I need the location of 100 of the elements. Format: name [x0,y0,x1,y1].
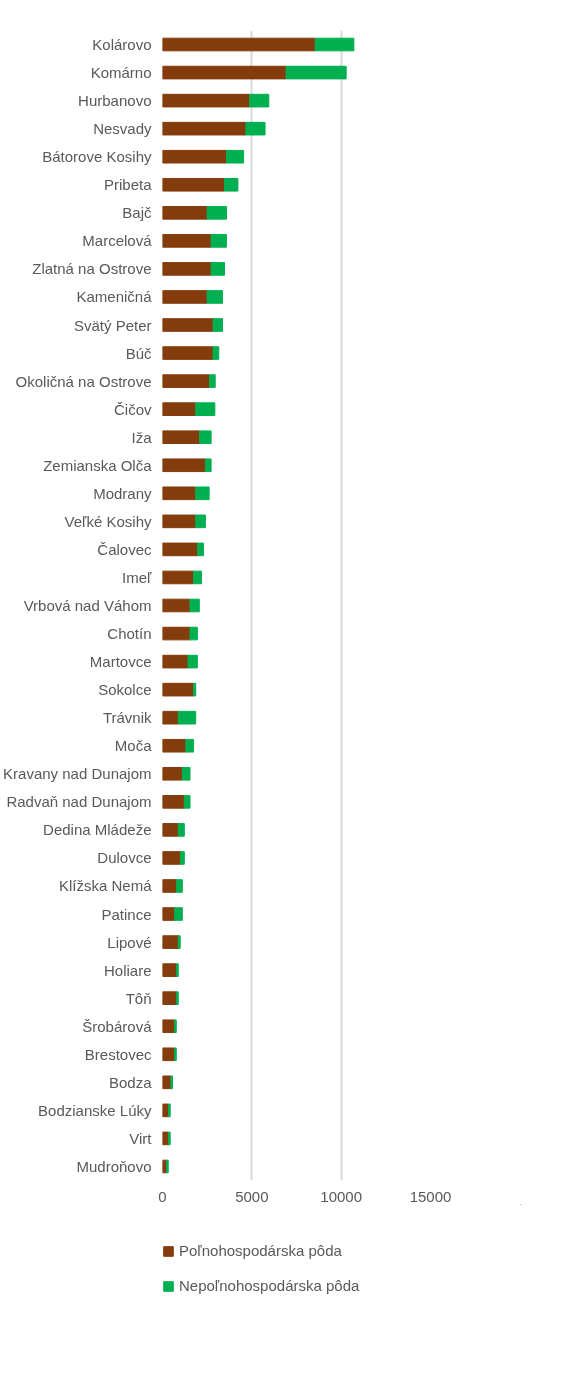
bar [162,823,179,837]
bar [197,542,204,557]
y-tick-label: Okoličná na Ostrove [15,372,152,390]
y-tick-label: Tôň [125,989,152,1007]
bar [195,486,210,501]
bar [162,514,197,529]
bar [185,738,195,753]
bar [206,206,227,220]
y-tick-label: Svätý Peter [73,316,152,334]
y-tick-label: Nesvady [93,120,152,138]
bar [162,65,287,80]
legend-label: Poľnohospodárska pôda [179,1242,342,1259]
y-tick-label: Modrany [93,484,152,502]
y-tick-label: Búč [125,344,152,362]
bar [174,907,183,921]
bar [162,430,201,445]
bar [162,206,208,220]
y-tick-label: Klížska Nemá [58,877,153,895]
bar [212,346,220,360]
bar [162,1047,176,1062]
bar [193,570,202,585]
bar [162,1019,176,1034]
bar [199,430,212,445]
bar [210,262,225,276]
y-tick-label: Pribeta [103,176,153,194]
y-tick-label: Brestovec [84,1045,152,1063]
bar [162,318,214,332]
bar [206,290,224,304]
bar [189,598,200,613]
y-tick-label: Moča [114,737,153,755]
bar [195,402,216,416]
y-tick-label: Radvaň nad Dunajom [6,793,152,811]
y-tick-label: Kolárovo [92,36,152,54]
bar [162,626,191,641]
bar [195,514,206,529]
bar [225,149,245,164]
y-tick-label: Hurbanovo [78,92,152,110]
bar [285,65,347,80]
bar [245,121,266,136]
y-tick-label: Zemianska Olča [43,456,153,474]
bar [314,37,355,52]
bar [224,177,239,192]
bar [162,346,214,360]
bar [162,654,189,669]
y-tick-label: Virt [129,1129,153,1147]
y-tick-label: Holiare [103,961,152,979]
bar [189,626,198,641]
bar [162,121,247,136]
bar [162,991,178,1005]
y-tick-label: Sokolce [98,681,152,699]
bar [212,318,224,332]
y-tick-label: Martovce [89,653,152,671]
y-tick-label: Vrbová nad Váhom [23,597,152,614]
y-tick-label: Trávnik [102,709,152,727]
y-tick-label: Marcelová [82,232,153,250]
x-tick-label: 5000 [235,1187,269,1205]
x-tick-label: 15000 [409,1187,452,1205]
bar [162,682,195,697]
y-tick-label: Bajč [122,204,152,222]
bar [162,907,176,921]
bar [162,542,199,557]
bar [176,879,183,893]
bar [187,654,198,669]
x-tick-label: 10000 [320,1187,363,1205]
y-tick-label: Mudroňovo [76,1157,152,1175]
bar [181,766,191,781]
bar [162,37,316,52]
bar [162,851,182,865]
x-tick-label: 0 [158,1187,167,1205]
bar [162,766,183,781]
legend-label: Nepoľnohospodárska pôda [179,1277,360,1294]
bar [162,795,185,809]
y-tick-label: Kravany nad Dunajom [3,765,152,783]
bar [193,682,197,697]
bar [162,486,197,501]
bar [180,851,185,865]
bar [162,149,227,164]
bar [162,374,210,388]
bar [162,963,178,977]
bar [162,177,225,192]
y-tick-label: Imeľ [122,568,153,586]
y-tick-label: Veľké Kosihy [64,512,152,530]
y-tick-label: Čalovec [97,540,152,558]
y-tick-label: Lipové [107,933,152,951]
y-tick-label: Chotín [107,625,152,643]
y-tick-label: Šrobárová [82,1017,153,1035]
bar [162,738,187,753]
y-tick-label: Patince [101,905,152,923]
bar [162,234,212,248]
y-tick-label: Bodzianske Lúky [38,1101,152,1119]
bar [162,262,212,276]
bar [183,795,191,809]
y-tick-label: Kameničná [76,288,153,306]
bar [162,458,206,473]
y-tick-label: Bátorove Kosihy [42,148,152,166]
bar [162,879,178,893]
y-tick-label: Komárno [90,64,152,82]
bar [162,935,179,949]
bar [162,290,208,304]
bar [177,710,197,725]
